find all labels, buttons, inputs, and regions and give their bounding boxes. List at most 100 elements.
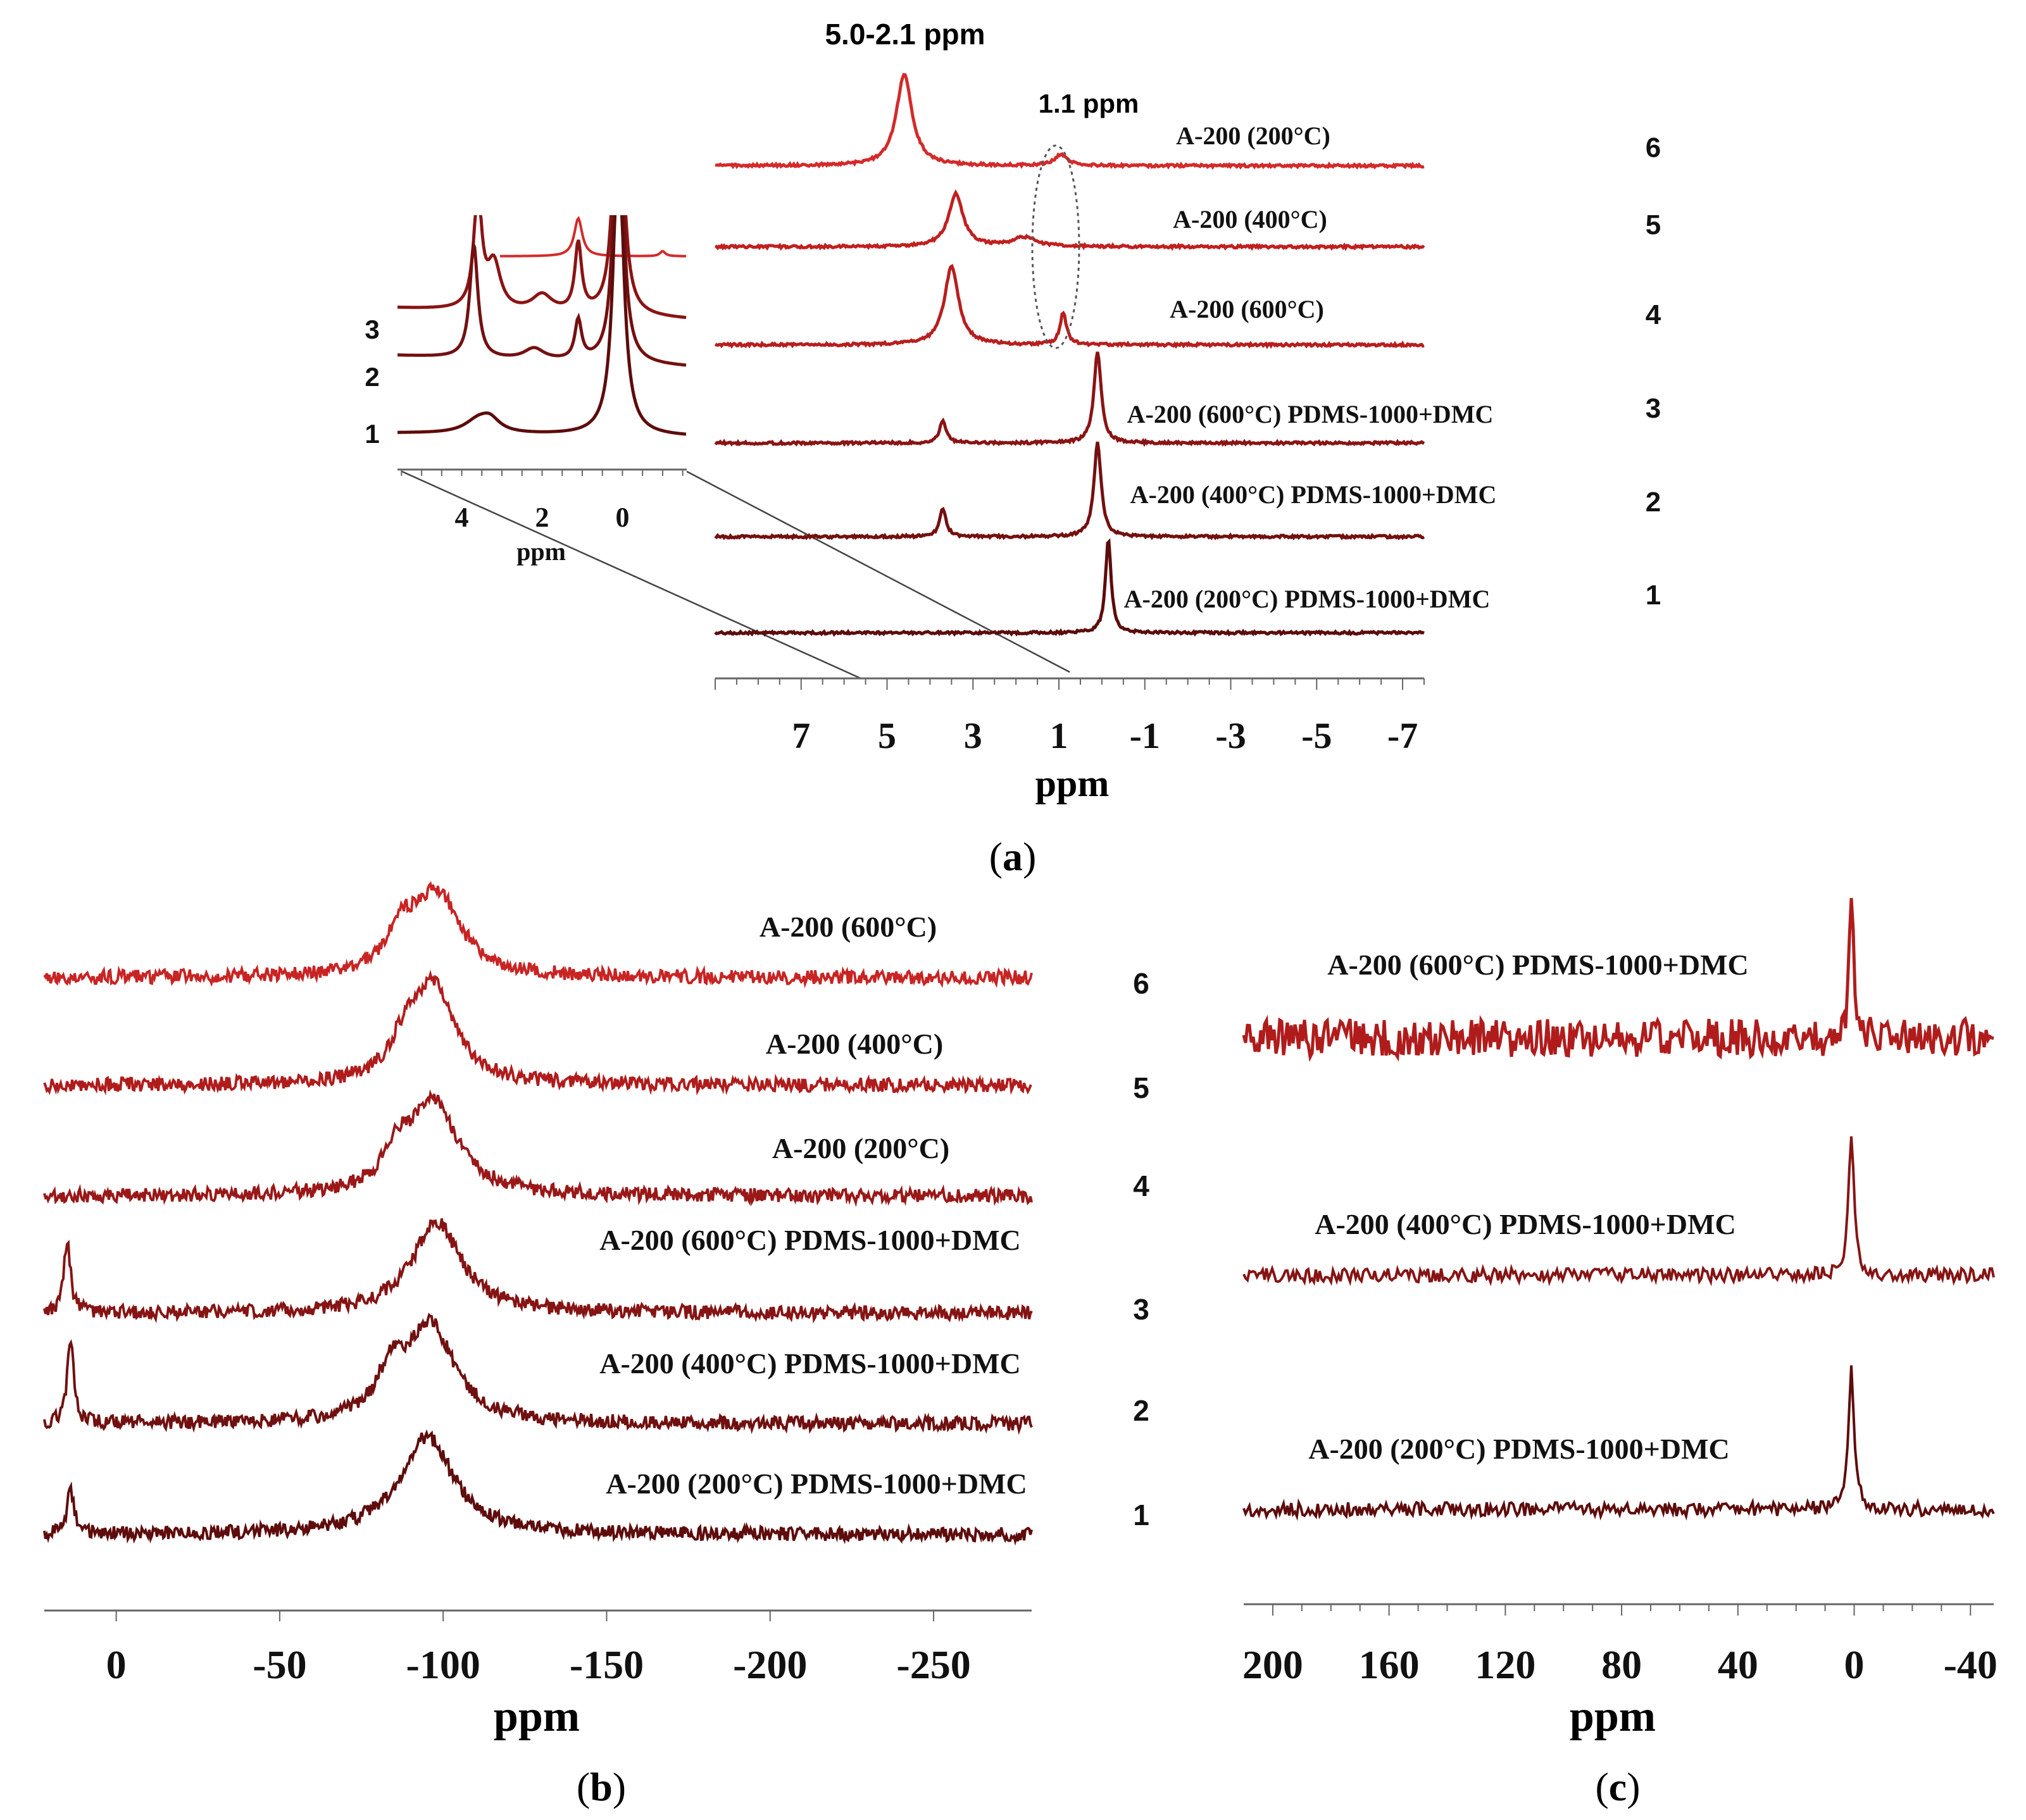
inset-number-1: 1 (365, 419, 379, 449)
panel-c-traces (1242, 898, 1995, 1521)
panel-a-labels: A-200 (200°C) 6 A-200 (400°C) 5 A-200 (600°C… (1124, 122, 1661, 613)
a-trace-label-4: A-200 (600°C) (1170, 295, 1324, 323)
b-tick-label: -50 (253, 1642, 306, 1687)
inset-connector-right (686, 470, 1070, 673)
c-tick-label: -40 (1944, 1642, 1998, 1687)
inset-tick-label: 0 (615, 502, 629, 533)
a-trace-6 (715, 73, 1425, 170)
b-trace-6 (43, 881, 1033, 988)
c-trace-3 (1242, 1365, 1995, 1521)
a-tick-label: 1 (1050, 715, 1068, 756)
b-tick-label: -100 (406, 1642, 480, 1687)
b-trace-1 (43, 1429, 1033, 1546)
a-trace-number-6: 6 (1646, 132, 1661, 163)
panel-c-labels: A-200 (600°C) PDMS-1000+DMC A-200 (400°C)… (1308, 949, 1749, 1465)
panel-c: 200 160 120 80 40 0 -40 A-200 (600°C) PDMS-100… (1242, 898, 1998, 1809)
panel-b-labels: A-200 (600°C) 6 A-200 (400°C) 5 A-200 (200°C… (599, 911, 1149, 1531)
b-trace-label-6: A-200 (600°C) (760, 911, 937, 943)
inset-trace-3 (397, 215, 687, 320)
inset-tick-label: 4 (455, 502, 469, 533)
c-trace-2 (1242, 1136, 1995, 1287)
panel-a-axis: 7 5 3 1 -1 -3 -5 -7 (715, 677, 1425, 756)
panel-a-inset: 3 2 1 4 2 0 ppm (365, 215, 687, 566)
b-tick-label: -250 (896, 1642, 970, 1687)
a-tick-label: 3 (964, 715, 982, 756)
a-trace-number-4: 4 (1646, 299, 1661, 330)
a-trace-label-5: A-200 (400°C) (1173, 205, 1327, 234)
a-tick-label: -3 (1215, 715, 1246, 756)
c-trace-label-2: A-200 (400°C) PDMS-1000+DMC (1315, 1208, 1736, 1240)
c-trace-label-1: A-200 (600°C) PDMS-1000+DMC (1327, 949, 1749, 981)
inset-tick-label: 2 (535, 502, 549, 533)
a-trace-5 (715, 189, 1425, 251)
panel-b-axis: 0 -50 -100 -150 -200 -250 (44, 1609, 1032, 1687)
b-trace-number-1: 1 (1133, 1499, 1149, 1531)
a-trace-4 (714, 264, 1425, 349)
a-tick-label: -7 (1387, 715, 1418, 756)
b-trace-label-5: A-200 (400°C) (766, 1028, 943, 1060)
inset-number-3: 3 (365, 315, 379, 344)
b-tick-label: 0 (106, 1642, 127, 1687)
b-tick-label: -150 (570, 1642, 644, 1687)
b-trace-3 (43, 1218, 1033, 1324)
inset-xlabel: ppm (516, 537, 566, 566)
panel-c-axis: 200 160 120 80 40 0 -40 (1242, 1603, 1998, 1687)
annotation-ellipse (1031, 144, 1080, 349)
panel-a-traces (714, 73, 1425, 637)
b-trace-number-6: 6 (1133, 967, 1149, 1000)
a-tick-label: 5 (878, 715, 896, 756)
panel-a-caption: (a) (989, 834, 1037, 879)
panel-c-xlabel: ppm (1570, 1692, 1656, 1741)
c-tick-label: 200 (1242, 1642, 1303, 1687)
inset-number-2: 2 (365, 362, 379, 392)
a-trace-label-6: A-200 (200°C) (1176, 122, 1330, 150)
b-trace-label-3: A-200 (600°C) PDMS-1000+DMC (599, 1224, 1021, 1256)
a-trace-label-2: A-200 (400°C) PDMS-1000+DMC (1130, 480, 1497, 509)
a-trace-number-2: 2 (1646, 487, 1661, 518)
inset-top-trace (500, 216, 686, 258)
b-trace-number-4: 4 (1133, 1169, 1149, 1202)
inset-trace-2 (397, 215, 687, 367)
a-trace-label-3: A-200 (600°C) PDMS-1000+DMC (1127, 400, 1494, 428)
panel-b-xlabel: ppm (494, 1692, 580, 1741)
panel-b: 0 -50 -100 -150 -200 -250 A-200 (600°C)6A-200… (43, 881, 1149, 1809)
a-trace-number-5: 5 (1646, 209, 1661, 240)
b-trace-label-1: A-200 (200°C) PDMS-1000+DMC (606, 1468, 1027, 1500)
a-tick-label: -1 (1130, 715, 1160, 756)
c-tick-label: 80 (1601, 1642, 1642, 1687)
b-trace-number-3: 3 (1133, 1293, 1149, 1326)
a-tick-label: 7 (792, 715, 810, 756)
b-trace-label-4: A-200 (200°C) (772, 1132, 949, 1164)
panel-a-xlabel: ppm (1035, 763, 1110, 804)
a-trace-1 (714, 538, 1425, 637)
annotation-range: 5.0-2.1 ppm (825, 18, 985, 51)
c-tick-label: 120 (1475, 1642, 1535, 1687)
a-trace-number-3: 3 (1646, 393, 1661, 424)
c-tick-label: 40 (1718, 1642, 1758, 1687)
b-trace-5 (43, 969, 1032, 1096)
b-trace-4 (43, 1089, 1033, 1207)
inset-trace-1 (397, 215, 687, 436)
b-trace-label-2: A-200 (400°C) PDMS-1000+DMC (599, 1347, 1021, 1380)
c-tick-label: 0 (1844, 1642, 1865, 1687)
a-trace-2 (714, 441, 1425, 540)
inset-connector-left (401, 470, 861, 680)
panel-b-caption: (b) (577, 1764, 626, 1809)
a-trace-number-1: 1 (1646, 580, 1661, 611)
b-trace-number-2: 2 (1133, 1394, 1149, 1427)
panel-a: 7 5 3 1 -1 -3 -5 -7 A-200 (200°C) 6 A-200 (400°C)… (365, 18, 1661, 879)
c-trace-label-3: A-200 (200°C) PDMS-1000+DMC (1308, 1433, 1730, 1465)
b-trace-number-5: 5 (1133, 1071, 1149, 1104)
a-tick-label: -5 (1301, 715, 1332, 756)
c-tick-label: 160 (1359, 1642, 1420, 1687)
a-trace-3 (714, 351, 1425, 447)
b-tick-label: -200 (733, 1642, 807, 1687)
b-trace-2 (43, 1312, 1033, 1435)
panel-b-traces (43, 881, 1033, 1546)
annotation-peak: 1.1 ppm (1039, 89, 1139, 118)
panel-a-guides (401, 470, 1070, 680)
a-trace-label-1: A-200 (200°C) PDMS-1000+DMC (1124, 585, 1491, 613)
panel-c-caption: (c) (1595, 1764, 1640, 1809)
inset-traces (397, 215, 687, 436)
